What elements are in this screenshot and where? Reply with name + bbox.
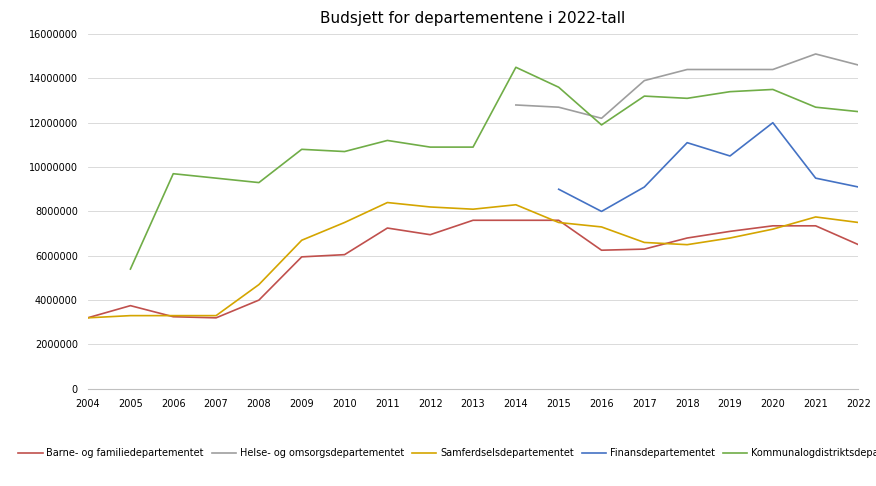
Finansdepartementet [810, 175, 821, 181]
Samferdselsdepartementet [211, 312, 222, 318]
Finansdepartementet [682, 140, 692, 146]
Samferdselsdepartementet [810, 214, 821, 220]
Kommunalogdistriktsdepartementet [339, 149, 350, 155]
Samferdselsdepartementet [425, 204, 435, 210]
Barne- og familiedepartementet [810, 223, 821, 229]
Finansdepartementet [853, 184, 864, 190]
Helse- og omsorgsdepartementet [810, 51, 821, 57]
Kommunalogdistriktsdepartementet [211, 175, 222, 181]
Finansdepartementet [597, 208, 607, 214]
Barne- og familiedepartementet [296, 254, 307, 260]
Line: Helse- og omsorgsdepartementet: Helse- og omsorgsdepartementet [516, 54, 858, 118]
Finansdepartementet [767, 120, 778, 125]
Kommunalogdistriktsdepartementet [468, 144, 478, 150]
Kommunalogdistriktsdepartementet [767, 87, 778, 92]
Samferdselsdepartementet [682, 242, 692, 247]
Helse- og omsorgsdepartementet [511, 102, 521, 108]
Samferdselsdepartementet [254, 282, 265, 288]
Samferdselsdepartementet [339, 220, 350, 226]
Kommunalogdistriktsdepartementet [853, 109, 864, 115]
Barne- og familiedepartementet [554, 217, 564, 223]
Barne- og familiedepartementet [211, 315, 222, 321]
Barne- og familiedepartementet [382, 225, 392, 231]
Samferdselsdepartementet [554, 220, 564, 226]
Line: Samferdselsdepartementet: Samferdselsdepartementet [88, 203, 858, 318]
Barne- og familiedepartementet [82, 315, 93, 321]
Finansdepartementet [554, 186, 564, 192]
Barne- og familiedepartementet [597, 247, 607, 253]
Title: Budsjett for departementene i 2022-tall: Budsjett for departementene i 2022-tall [321, 11, 625, 26]
Kommunalogdistriktsdepartementet [682, 95, 692, 101]
Kommunalogdistriktsdepartementet [296, 146, 307, 152]
Helse- og omsorgsdepartementet [639, 78, 650, 84]
Samferdselsdepartementet [724, 235, 735, 241]
Kommunalogdistriktsdepartementet [724, 89, 735, 95]
Helse- og omsorgsdepartementet [853, 62, 864, 68]
Kommunalogdistriktsdepartementet [511, 64, 521, 70]
Line: Kommunalogdistriktsdepartementet: Kommunalogdistriktsdepartementet [131, 67, 858, 269]
Helse- og omsorgsdepartementet [554, 104, 564, 110]
Samferdselsdepartementet [468, 206, 478, 212]
Line: Barne- og familiedepartementet: Barne- og familiedepartementet [88, 220, 858, 318]
Helse- og omsorgsdepartementet [724, 67, 735, 72]
Kommunalogdistriktsdepartementet [254, 180, 265, 186]
Samferdselsdepartementet [511, 202, 521, 208]
Kommunalogdistriktsdepartementet [425, 144, 435, 150]
Barne- og familiedepartementet [767, 223, 778, 229]
Samferdselsdepartementet [382, 200, 392, 206]
Samferdselsdepartementet [767, 226, 778, 232]
Kommunalogdistriktsdepartementet [125, 266, 136, 272]
Samferdselsdepartementet [125, 312, 136, 318]
Barne- og familiedepartementet [425, 232, 435, 238]
Samferdselsdepartementet [82, 315, 93, 321]
Helse- og omsorgsdepartementet [767, 67, 778, 72]
Finansdepartementet [639, 184, 650, 190]
Barne- og familiedepartementet [339, 252, 350, 258]
Samferdselsdepartementet [853, 220, 864, 226]
Helse- og omsorgsdepartementet [597, 115, 607, 121]
Barne- og familiedepartementet [724, 228, 735, 234]
Samferdselsdepartementet [639, 240, 650, 245]
Barne- og familiedepartementet [511, 217, 521, 223]
Line: Finansdepartementet: Finansdepartementet [559, 122, 858, 211]
Barne- og familiedepartementet [125, 303, 136, 309]
Kommunalogdistriktsdepartementet [554, 85, 564, 90]
Samferdselsdepartementet [597, 224, 607, 230]
Kommunalogdistriktsdepartementet [597, 122, 607, 128]
Legend: Barne- og familiedepartementet, Helse- og omsorgsdepartementet, Samferdselsdepar: Barne- og familiedepartementet, Helse- o… [14, 444, 876, 462]
Barne- og familiedepartementet [254, 297, 265, 303]
Samferdselsdepartementet [168, 312, 179, 318]
Kommunalogdistriktsdepartementet [168, 171, 179, 176]
Helse- og omsorgsdepartementet [682, 67, 692, 72]
Barne- og familiedepartementet [468, 217, 478, 223]
Kommunalogdistriktsdepartementet [639, 93, 650, 99]
Kommunalogdistriktsdepartementet [382, 138, 392, 143]
Barne- og familiedepartementet [853, 242, 864, 247]
Finansdepartementet [724, 153, 735, 159]
Kommunalogdistriktsdepartementet [810, 104, 821, 110]
Barne- og familiedepartementet [168, 314, 179, 320]
Samferdselsdepartementet [296, 237, 307, 243]
Barne- og familiedepartementet [682, 235, 692, 241]
Barne- og familiedepartementet [639, 246, 650, 252]
